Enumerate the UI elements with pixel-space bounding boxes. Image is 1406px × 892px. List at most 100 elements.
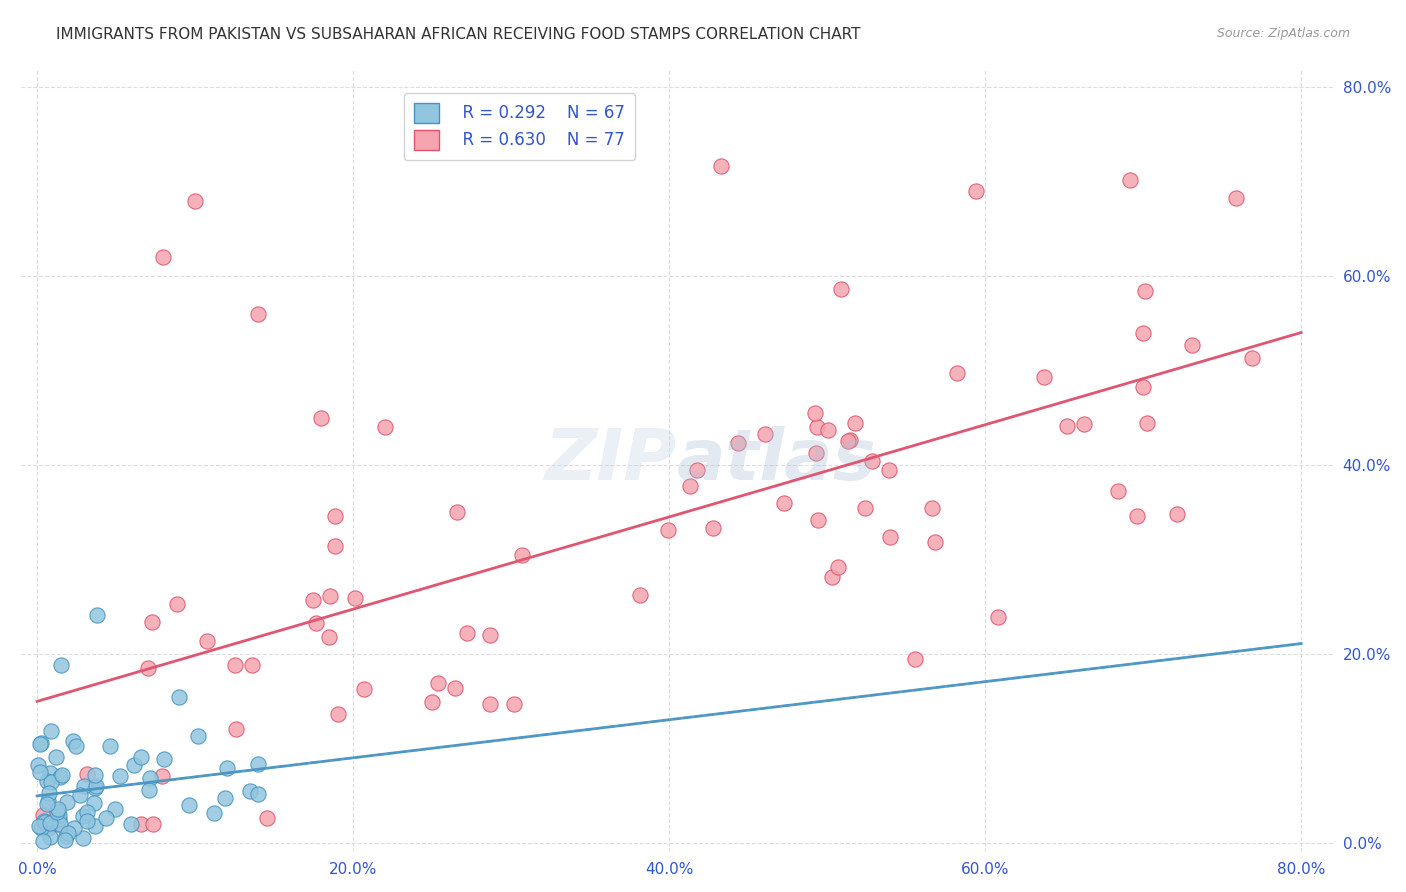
Point bbox=[374, 420, 396, 434]
Point bbox=[141, 817, 163, 831]
Text: atlas: atlas bbox=[678, 425, 877, 495]
Point bbox=[1033, 370, 1056, 384]
Point bbox=[136, 661, 159, 675]
Point bbox=[120, 816, 142, 830]
Point bbox=[773, 496, 796, 510]
Point bbox=[422, 695, 444, 709]
Point bbox=[657, 523, 679, 537]
Point bbox=[710, 159, 733, 173]
Point bbox=[38, 830, 60, 844]
Point bbox=[41, 814, 63, 829]
Point bbox=[987, 610, 1010, 624]
Point bbox=[628, 588, 651, 602]
Point bbox=[37, 821, 59, 835]
Point bbox=[169, 690, 191, 704]
Point bbox=[202, 806, 225, 821]
Point bbox=[821, 570, 844, 584]
Legend:   R = 0.292    N = 67,   R = 0.630    N = 77: R = 0.292 N = 67, R = 0.630 N = 77 bbox=[404, 93, 636, 160]
Point bbox=[239, 784, 262, 798]
Point bbox=[138, 782, 160, 797]
Point bbox=[679, 478, 702, 492]
Point bbox=[46, 805, 69, 820]
Point bbox=[921, 500, 943, 515]
Point bbox=[32, 808, 55, 822]
Point bbox=[129, 817, 152, 831]
Point bbox=[1240, 351, 1263, 366]
Point bbox=[1125, 508, 1147, 523]
Point bbox=[807, 513, 830, 527]
Point bbox=[73, 779, 96, 793]
Point bbox=[830, 282, 852, 296]
Point bbox=[86, 607, 108, 622]
Point bbox=[727, 435, 749, 450]
Point bbox=[53, 833, 76, 847]
Point bbox=[39, 724, 62, 739]
Point bbox=[965, 184, 987, 198]
Point bbox=[152, 251, 174, 265]
Point bbox=[55, 795, 77, 809]
Point bbox=[49, 658, 72, 673]
Point bbox=[38, 766, 60, 780]
Point bbox=[946, 367, 969, 381]
Point bbox=[45, 750, 67, 764]
Point bbox=[35, 774, 58, 789]
Point bbox=[860, 454, 883, 468]
Point bbox=[187, 729, 209, 743]
Point bbox=[28, 819, 51, 833]
Point bbox=[247, 307, 270, 321]
Point bbox=[83, 780, 105, 795]
Point bbox=[35, 797, 58, 811]
Point bbox=[240, 658, 263, 673]
Point bbox=[323, 539, 346, 553]
Point bbox=[37, 817, 59, 831]
Point bbox=[32, 834, 55, 848]
Point bbox=[225, 723, 247, 737]
Point bbox=[479, 698, 502, 712]
Point bbox=[51, 768, 73, 782]
Point bbox=[305, 615, 328, 630]
Point bbox=[177, 798, 200, 813]
Point bbox=[39, 775, 62, 789]
Point bbox=[49, 770, 72, 784]
Point bbox=[456, 626, 478, 640]
Point bbox=[839, 433, 862, 447]
Point bbox=[76, 767, 98, 781]
Point bbox=[56, 826, 79, 840]
Point bbox=[502, 697, 524, 711]
Point bbox=[686, 463, 709, 477]
Point bbox=[1056, 418, 1078, 433]
Point bbox=[855, 501, 877, 516]
Point bbox=[139, 771, 162, 785]
Point bbox=[319, 589, 342, 603]
Point bbox=[844, 416, 866, 430]
Point bbox=[1132, 380, 1154, 394]
Point bbox=[446, 505, 468, 519]
Point bbox=[1107, 483, 1129, 498]
Point bbox=[69, 788, 91, 802]
Point bbox=[806, 420, 828, 434]
Point bbox=[30, 822, 52, 836]
Point bbox=[37, 794, 59, 808]
Point bbox=[224, 657, 246, 672]
Point bbox=[94, 811, 117, 825]
Point bbox=[804, 406, 827, 420]
Text: Source: ZipAtlas.com: Source: ZipAtlas.com bbox=[1216, 27, 1350, 40]
Point bbox=[141, 615, 163, 629]
Point bbox=[30, 736, 52, 750]
Point bbox=[32, 814, 55, 829]
Point bbox=[184, 194, 207, 208]
Point bbox=[444, 681, 467, 695]
Point bbox=[83, 768, 105, 782]
Point bbox=[84, 819, 107, 833]
Point bbox=[131, 750, 153, 764]
Point bbox=[247, 757, 270, 772]
Point bbox=[837, 434, 859, 449]
Point bbox=[1132, 326, 1154, 340]
Point bbox=[98, 739, 121, 753]
Point bbox=[353, 681, 375, 696]
Point bbox=[49, 817, 72, 831]
Point bbox=[55, 830, 77, 844]
Point bbox=[39, 815, 62, 830]
Point bbox=[48, 812, 70, 826]
Point bbox=[1133, 284, 1156, 298]
